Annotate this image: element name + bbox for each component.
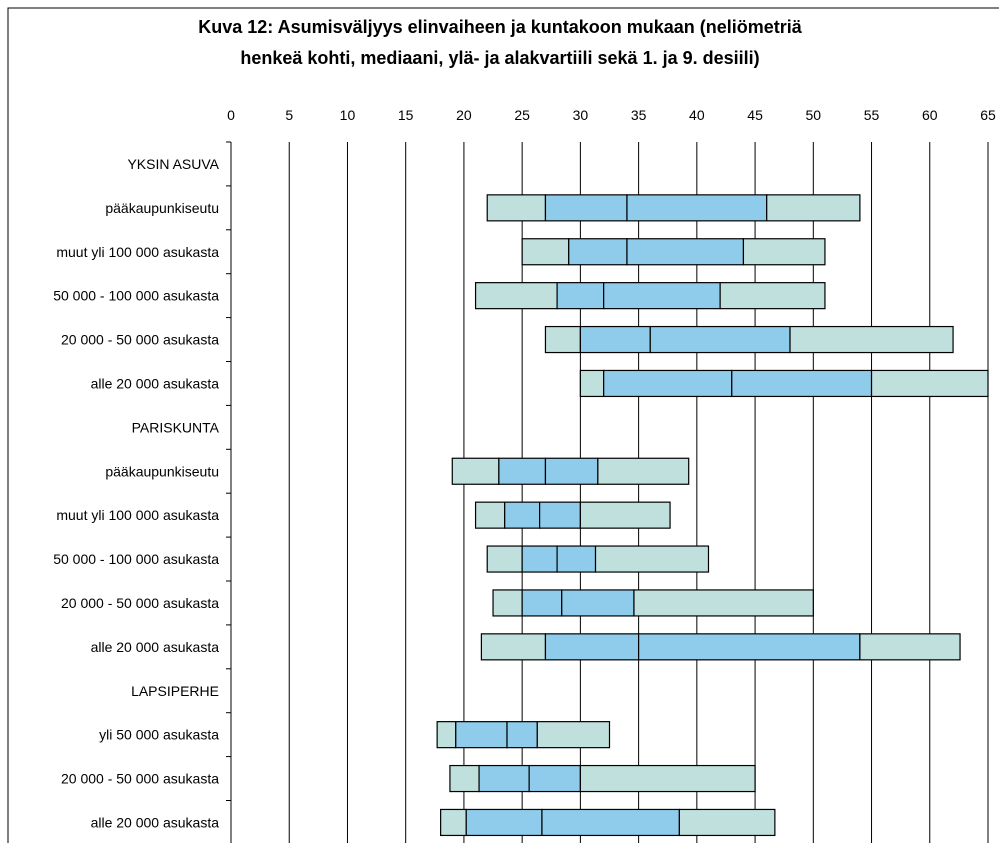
x-axis-tick-labels: 0 5 10 15 20 25 30 35 40 45 50 55 60 65 — [227, 107, 996, 123]
upper-decile-segment-row-3 — [719, 282, 826, 310]
lower-quartile-segment-row-14 — [478, 764, 530, 793]
x-tick-label-5: 5 — [285, 107, 293, 123]
upper-decile-segment-row-2 — [742, 238, 826, 266]
row-label-15: alle 20 000 asukasta — [91, 814, 220, 830]
x-tick-label-50: 50 — [806, 107, 822, 123]
x-tick-label-45: 45 — [747, 107, 763, 123]
upper-decile-segment-row-11 — [859, 633, 961, 661]
upper-quartile-segment-row-14 — [528, 764, 581, 793]
row-label-1: pääkaupunkiseutu — [105, 200, 219, 216]
y-axis — [226, 141, 232, 843]
x-tick-label-25: 25 — [514, 107, 530, 123]
upper-decile-segment-row-4 — [789, 325, 954, 354]
lower-quartile-segment-row-3 — [556, 282, 605, 310]
upper-decile-segment-row-13 — [536, 721, 611, 749]
upper-quartile-segment-row-1 — [626, 194, 768, 222]
lower-decile-segment-row-13 — [436, 721, 457, 749]
lower-decile-segment-row-15 — [440, 808, 467, 837]
x-tick-label-15: 15 — [398, 107, 414, 123]
upper-decile-segment-row-15 — [678, 808, 776, 837]
upper-quartile-segment-row-5 — [731, 369, 873, 398]
row-label-13: yli 50 000 asukasta — [99, 727, 219, 743]
upper-quartile-segment-row-7 — [544, 457, 599, 485]
lower-decile-segment-row-8 — [474, 501, 506, 529]
x-tick-label-0: 0 — [227, 107, 235, 123]
x-tick-label-35: 35 — [631, 107, 647, 123]
upper-quartile-segment-row-4 — [649, 325, 791, 354]
chart-title-line-2: henkeä kohti, mediaani, ylä- ja alakvart… — [240, 48, 759, 68]
x-tick-label-55: 55 — [864, 107, 880, 123]
lower-decile-segment-row-14 — [449, 764, 480, 793]
row-label-4: 20 000 - 50 000 asukasta — [61, 332, 219, 348]
row-label-5: alle 20 000 asukasta — [91, 375, 220, 391]
x-tick-label-20: 20 — [456, 107, 472, 123]
lower-quartile-segment-row-2 — [568, 238, 628, 266]
lower-quartile-segment-row-8 — [504, 501, 541, 529]
upper-quartile-segment-row-2 — [626, 238, 745, 266]
lower-quartile-segment-row-13 — [455, 721, 508, 749]
lower-quartile-segment-row-10 — [521, 589, 563, 617]
row-label-2: muut yli 100 000 asukasta — [56, 244, 219, 260]
row-label-0: YKSIN ASUVA — [127, 156, 219, 172]
x-tick-label-30: 30 — [573, 107, 589, 123]
upper-decile-segment-row-7 — [597, 457, 690, 485]
upper-quartile-segment-row-13 — [506, 721, 538, 749]
lower-quartile-segment-row-5 — [603, 369, 733, 398]
upper-quartile-segment-row-11 — [638, 633, 861, 661]
row-label-9: 50 000 - 100 000 asukasta — [53, 551, 219, 567]
upper-decile-segment-row-10 — [633, 589, 814, 617]
lower-quartile-segment-row-1 — [544, 194, 628, 222]
lower-decile-segment-row-7 — [451, 457, 500, 485]
row-label-10: 20 000 - 50 000 asukasta — [61, 595, 219, 611]
upper-decile-segment-row-14 — [579, 764, 756, 793]
lower-decile-segment-row-3 — [474, 282, 558, 310]
x-tick-label-65: 65 — [980, 107, 996, 123]
lower-quartile-segment-row-15 — [465, 808, 543, 837]
row-label-6: PARISKUNTA — [132, 419, 220, 435]
row-label-12: LAPSIPERHE — [131, 683, 219, 699]
x-tick-label-60: 60 — [922, 107, 938, 123]
upper-quartile-segment-row-15 — [541, 808, 680, 837]
lower-decile-segment-row-2 — [521, 238, 570, 266]
lower-quartile-segment-row-11 — [544, 633, 640, 661]
upper-quartile-segment-row-8 — [539, 501, 581, 529]
lower-decile-segment-row-4 — [544, 325, 581, 354]
row-labels: YKSIN ASUVA pääkaupunkiseutu muut yli 100 … — [53, 156, 219, 831]
lower-decile-segment-row-10 — [492, 589, 523, 617]
row-label-7: pääkaupunkiseutu — [105, 463, 219, 479]
row-label-14: 20 000 - 50 000 asukasta — [61, 771, 219, 787]
chart-border — [7, 7, 999, 843]
upper-quartile-segment-row-9 — [556, 545, 597, 573]
x-tick-label-10: 10 — [340, 107, 356, 123]
upper-quartile-segment-row-3 — [603, 282, 721, 310]
upper-decile-segment-row-9 — [594, 545, 710, 573]
upper-decile-segment-row-5 — [870, 369, 989, 398]
chart-title-line-1: Kuva 12: Asumisväljyys elinvaiheen ja ku… — [198, 17, 803, 37]
lower-quartile-segment-row-9 — [521, 545, 558, 573]
box-bars — [436, 194, 989, 837]
lower-quartile-segment-row-7 — [498, 457, 547, 485]
lower-decile-segment-row-1 — [486, 194, 547, 222]
upper-decile-segment-row-8 — [579, 501, 671, 529]
lower-decile-segment-row-9 — [486, 545, 523, 573]
lower-decile-segment-row-11 — [480, 633, 547, 661]
upper-decile-segment-row-1 — [766, 194, 861, 222]
row-label-8: muut yli 100 000 asukasta — [56, 507, 219, 523]
lower-decile-segment-row-5 — [579, 369, 605, 398]
x-tick-label-40: 40 — [689, 107, 705, 123]
lower-quartile-segment-row-4 — [579, 325, 651, 354]
row-label-3: 50 000 - 100 000 asukasta — [53, 288, 219, 304]
upper-quartile-segment-row-10 — [561, 589, 635, 617]
row-label-11: alle 20 000 asukasta — [91, 639, 220, 655]
